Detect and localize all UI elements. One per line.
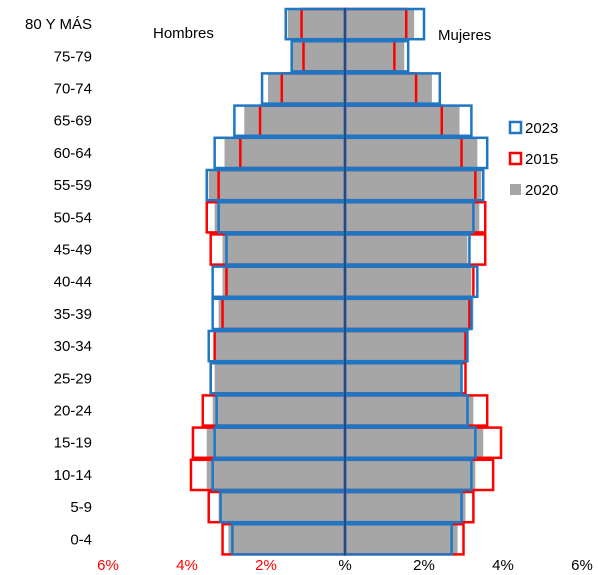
bar-2020-hombres (222, 233, 345, 266)
legend-swatch-2023 (508, 120, 523, 135)
bar-2020-hombres (287, 8, 345, 40)
bar-2020-hombres (208, 169, 345, 201)
legend: 2023 2015 2020 (508, 120, 558, 199)
bar-2020-mujeres (345, 169, 482, 201)
legend-label-2020: 2020 (525, 182, 558, 199)
legend-label-2015: 2015 (525, 151, 558, 168)
bar-2020-hombres (228, 523, 345, 556)
bar-2020-mujeres (345, 330, 466, 362)
legend-swatch-2020 (510, 184, 521, 195)
category-label: 5-9 (70, 499, 92, 516)
bar-2020-hombres (224, 137, 345, 169)
category-label: 40-44 (54, 274, 92, 291)
bar-2020-hombres (214, 201, 345, 234)
bar-2020-hombres (291, 40, 345, 73)
bar-2020-mujeres (345, 426, 484, 459)
bar-2020-mujeres (345, 491, 466, 523)
legend-swatch-2015 (508, 151, 523, 166)
category-label: 20-24 (54, 403, 92, 420)
bar-2020-mujeres (345, 362, 462, 395)
bar-2020-mujeres (345, 233, 468, 266)
category-label: 45-49 (54, 242, 92, 259)
x-tick-label: 4% (492, 557, 514, 574)
category-label: 35-39 (54, 306, 92, 323)
bar-2020-mujeres (345, 137, 478, 169)
bar-2020-mujeres (345, 8, 415, 40)
bar-2020-hombres (218, 491, 345, 523)
bar-2020-hombres (206, 459, 345, 491)
group-label-hombres: Hombres (153, 25, 214, 42)
x-axis-ticks: 6% 4% 2%% 2% 4% 6% (97, 557, 593, 574)
bar-2020-mujeres (345, 72, 432, 105)
bar-2020-mujeres (345, 265, 472, 298)
x-tick-label: 2% (413, 557, 435, 574)
category-label: 55-59 (54, 177, 92, 194)
legend-label-2023: 2023 (525, 120, 558, 137)
x-tick-label: 4% (176, 557, 198, 574)
bar-2020-hombres (206, 426, 345, 459)
bar-2020-hombres (267, 72, 345, 105)
category-label: 75-79 (54, 48, 92, 65)
category-label: 70-74 (54, 81, 92, 98)
category-label: 0-4 (70, 531, 92, 548)
category-labels: 80 Y MÁS 75-79 70-74 65-69 60-64 55-59 50-54 45… (25, 16, 92, 548)
bar-2020-mujeres (345, 298, 474, 330)
bar-2020-hombres (212, 394, 345, 427)
category-label: 30-34 (54, 338, 92, 355)
bar-2020-hombres (214, 362, 345, 395)
category-label: 50-54 (54, 209, 92, 226)
category-label: 80 Y MÁS (25, 16, 92, 33)
x-tick-label: 6% (571, 557, 593, 574)
bar-2020-mujeres (345, 394, 474, 427)
x-tick-label: 6% (97, 557, 119, 574)
x-tick-label: 2% (255, 557, 277, 574)
category-label: 10-14 (54, 467, 92, 484)
category-label: 25-29 (54, 370, 92, 387)
group-label-mujeres: Mujeres (438, 27, 491, 44)
bar-2020-hombres (222, 265, 345, 298)
bar-2020-mujeres (345, 523, 458, 556)
category-label: 15-19 (54, 435, 92, 452)
x-tick-label: % (338, 557, 351, 574)
category-label: 65-69 (54, 113, 92, 130)
bar-2020-mujeres (345, 459, 476, 491)
bar-2020-mujeres (345, 104, 460, 137)
bar-2020-mujeres (345, 201, 480, 234)
category-label: 60-64 (54, 145, 92, 162)
bar-2020-hombres (214, 330, 345, 362)
bar-2020-hombres (218, 298, 345, 330)
